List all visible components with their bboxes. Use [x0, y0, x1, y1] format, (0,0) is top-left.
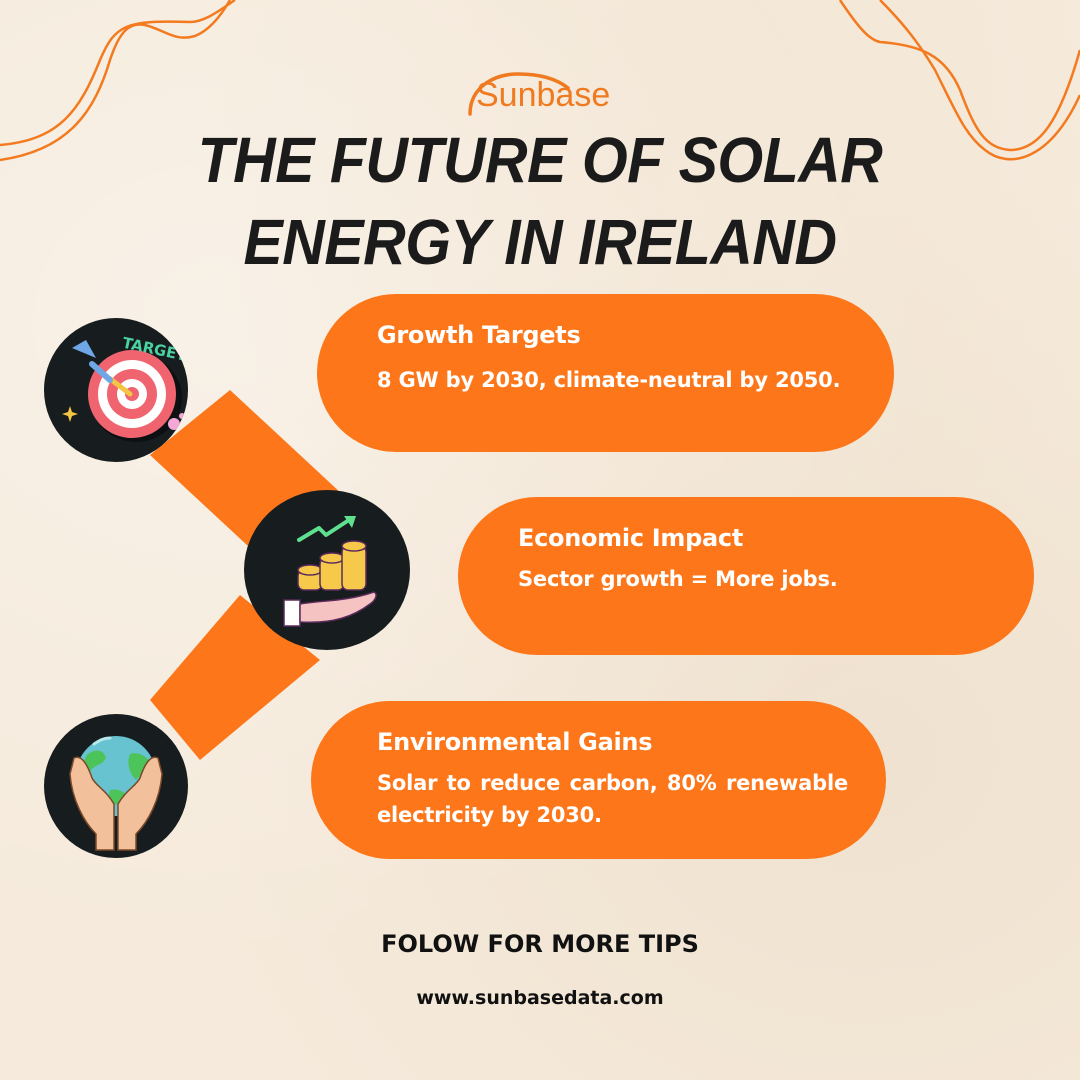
- logo-text: Sunbase: [476, 76, 611, 114]
- website-link[interactable]: www.sunbasedata.com: [416, 987, 664, 1009]
- step-1-text: 8 GW by 2030, climate-neutral by 2050.: [377, 368, 841, 392]
- page-title-line-1: THE FUTURE OF SOLAR: [197, 124, 883, 196]
- step-1-title: Growth Targets: [377, 321, 581, 349]
- money-growth-hand-icon: [283, 516, 377, 627]
- globe-in-hands-icon: [69, 736, 163, 851]
- step-3-icon-circle: [44, 714, 188, 858]
- page-title-line-2: ENERGY IN IRELAND: [243, 206, 837, 278]
- follow-cta: FOLOW FOR MORE TIPS: [381, 930, 699, 958]
- brand-logo: Sunbase: [458, 66, 628, 122]
- step-2-card: Economic Impact Sector growth = More job…: [458, 497, 1034, 655]
- step-1-icon-circle: TARGET!: [44, 318, 188, 462]
- target-dartboard-icon: TARGET!: [62, 334, 188, 442]
- step-3-text: Solar to reduce carbon, 80% renewable el…: [377, 771, 848, 827]
- step-1-card: Growth Targets 8 GW by 2030, climate-neu…: [317, 294, 894, 452]
- step-2-title: Economic Impact: [518, 524, 744, 552]
- step-3-card: Environmental Gains Solar to reduce carb…: [311, 701, 886, 859]
- step-3-title: Environmental Gains: [377, 728, 653, 756]
- sun-arc-icon: [468, 72, 570, 116]
- step-2-text: Sector growth = More jobs.: [518, 567, 838, 591]
- step-2-icon-circle: [244, 490, 410, 650]
